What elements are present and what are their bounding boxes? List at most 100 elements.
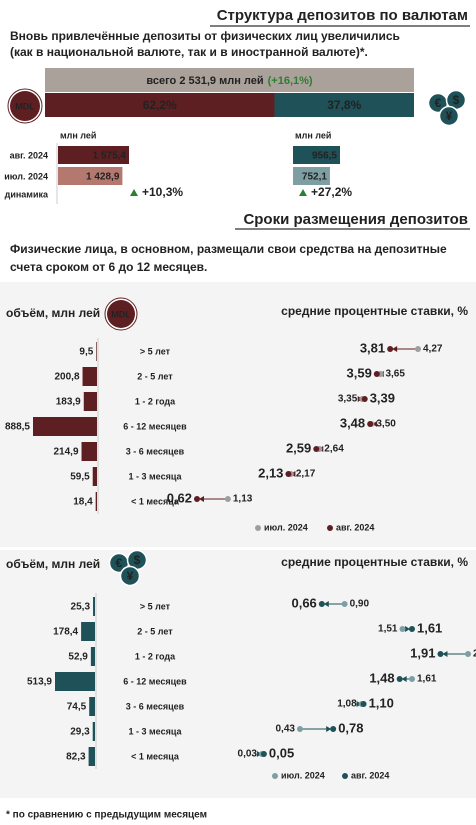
rate-title: средние процентные ставки, % [281, 304, 468, 318]
rate-dot [367, 421, 374, 427]
share-segment [274, 93, 414, 117]
volume-bar [83, 392, 97, 411]
rate-dot [408, 626, 415, 632]
change: +10,3% [142, 185, 183, 199]
rate-label: 1,08 [337, 699, 357, 710]
section-title: Сроки размещения депозитов [243, 211, 468, 228]
change: +27,2% [311, 185, 352, 199]
volume-label: 52,9 [68, 652, 88, 663]
legend-dot [255, 525, 261, 531]
volume-bar [33, 417, 97, 436]
volume-bar [88, 747, 95, 766]
bar-label: 956,5 [312, 151, 337, 162]
arrow-head [401, 676, 407, 682]
rate-dot [360, 701, 367, 707]
bar-label: 1 428,9 [86, 172, 120, 183]
section-text: счета сроком от 6 до 12 месяцев. [10, 260, 207, 274]
rate-label: 2,17 [296, 469, 316, 480]
currency-symbol: € [116, 556, 123, 570]
rate-dot [373, 371, 380, 377]
volume-title: объём, млн лей [6, 557, 100, 571]
rate-label: 2,13 [258, 465, 283, 480]
rate-label: 1,61 [417, 674, 437, 685]
volume-bar [90, 647, 95, 666]
rate-label: 4,27 [423, 344, 443, 355]
rate-label: 0,62 [167, 490, 192, 505]
unit-label: млн лей [60, 130, 96, 140]
rate-dot [260, 751, 267, 757]
arrow-head [442, 651, 448, 657]
bar-label: 1 575,4 [93, 151, 127, 162]
unit-label: млн лей [295, 130, 331, 140]
rate-label: 1,91 [410, 645, 435, 660]
currency-symbol: ¥ [127, 569, 134, 583]
legend-label: авг. 2024 [351, 770, 389, 780]
volume-bar [81, 442, 97, 461]
legend-label: июл. 2024 [264, 522, 308, 532]
rate-dot [415, 346, 421, 352]
bar [293, 167, 330, 185]
rate-label: 0,43 [276, 724, 296, 735]
legend-label: авг. 2024 [336, 522, 374, 532]
currency-symbol: € [435, 96, 442, 110]
term-label: 2 - 5 лет [137, 371, 173, 381]
badge-label: MDL [111, 309, 131, 319]
up-arrow [299, 189, 307, 196]
rate-dot [399, 626, 406, 632]
rate-dot [408, 676, 415, 682]
total-bar [45, 68, 414, 92]
volume-bar [92, 467, 97, 486]
volume-bar [92, 722, 95, 741]
bar-label: 752,1 [302, 172, 327, 183]
rate-dot [465, 651, 471, 657]
arrow-head [404, 626, 410, 632]
rate-dot [313, 446, 320, 452]
currency-symbol: ¥ [446, 109, 453, 123]
share-label: 37,8% [327, 98, 361, 112]
rate-dot [296, 726, 303, 732]
footnote: * по сравнению с предыдущим месяцем [6, 810, 207, 821]
arrow-head [372, 421, 378, 427]
bar [58, 146, 129, 164]
badge [107, 300, 135, 328]
legend-dot [327, 525, 333, 531]
rate-label: 3,50 [376, 419, 396, 430]
rate-label: 0,05 [269, 745, 294, 760]
term-label: 1 - 2 года [135, 651, 176, 661]
volume-bar [96, 342, 97, 361]
currency-symbol: $ [134, 553, 141, 567]
bar [58, 167, 123, 185]
volume-label: 200,8 [55, 372, 80, 383]
rate-dot [361, 396, 368, 402]
total-change: (+16,1%) [268, 75, 313, 87]
rate-label: 0,03 [238, 749, 258, 760]
rate-label: 3,39 [370, 390, 395, 405]
volume-bar [89, 697, 95, 716]
term-label: < 1 месяца [131, 496, 180, 506]
rate-label: 2,59 [286, 440, 311, 455]
rate-label: 3,65 [385, 369, 405, 380]
volume-label: 74,5 [67, 702, 87, 713]
term-label: 3 - 6 месяцев [126, 446, 185, 456]
rate-dot [341, 601, 348, 607]
rate-label: 3,59 [347, 365, 372, 380]
rate-dot [396, 676, 403, 682]
volume-label: 9,5 [79, 347, 93, 358]
volume-label: 59,5 [70, 472, 90, 483]
rate-dot [224, 496, 231, 502]
badge-label: MDL [15, 101, 35, 111]
rate-label: 2,64 [324, 444, 344, 455]
volume-label: 29,3 [70, 727, 90, 738]
volume-label: 513,9 [27, 677, 52, 688]
row-label: авг. 2024 [10, 150, 48, 160]
volume-bar [82, 367, 97, 386]
total-value: всего 2 531,9 млн лей [146, 75, 263, 87]
term-label: 6 - 12 месяцев [123, 676, 187, 686]
arrow-head [326, 726, 332, 732]
arrow-head [199, 496, 204, 502]
rate-label: 1,13 [233, 494, 253, 505]
rate-label: 3,81 [360, 340, 385, 355]
volume-label: 214,9 [53, 447, 78, 458]
rate-dot [330, 726, 337, 732]
volume-bar [55, 672, 95, 691]
